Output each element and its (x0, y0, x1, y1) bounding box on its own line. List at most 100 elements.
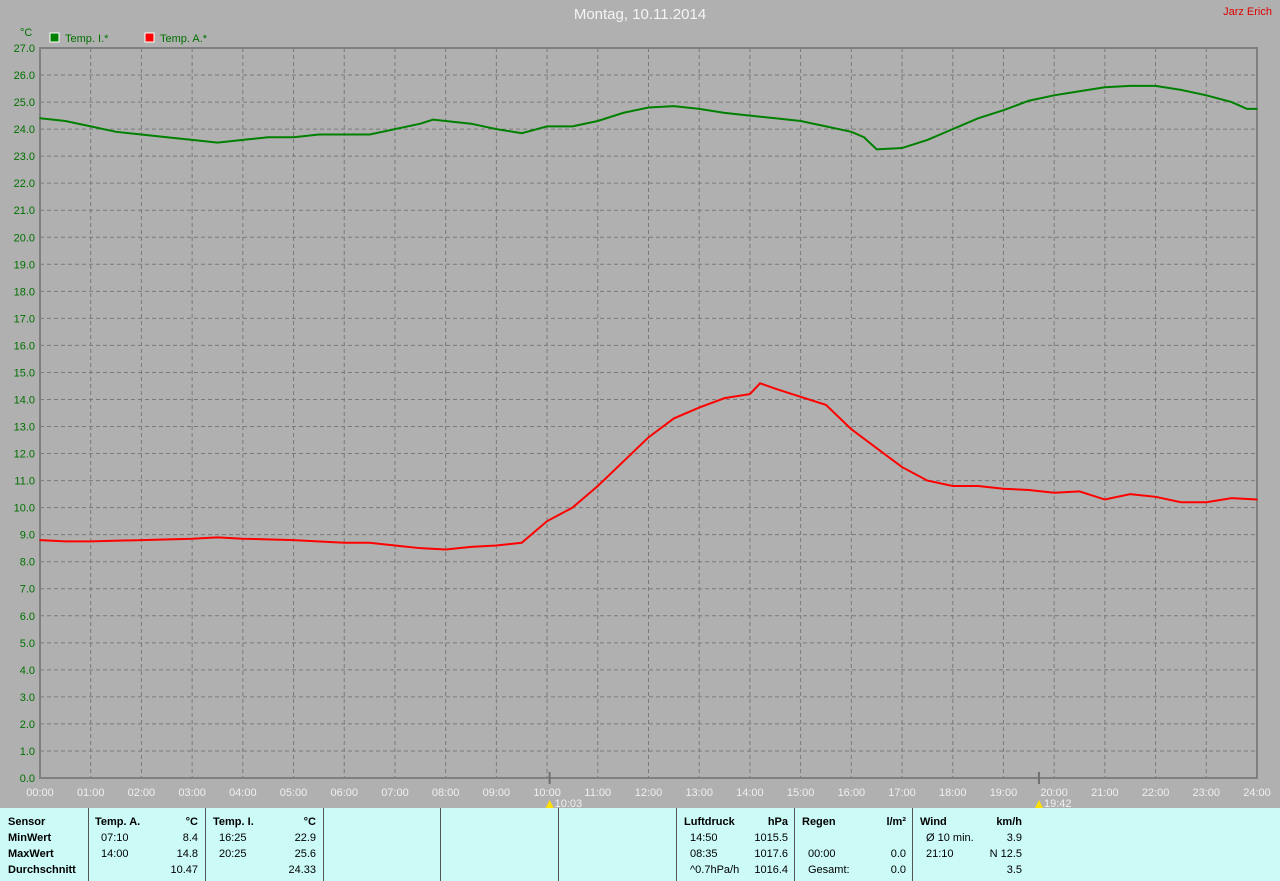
wind-time: Ø 10 min. (926, 832, 974, 844)
data-point (1246, 108, 1248, 110)
wind-header: Wind (920, 816, 947, 828)
tempI-value: 22.9 (294, 832, 316, 844)
data-point (1078, 90, 1081, 93)
x-tick-label: 21:00 (1091, 787, 1119, 799)
x-tick-label: 12:00 (635, 787, 663, 799)
y-tick-label: 5.0 (20, 638, 35, 650)
x-tick-label: 18:00 (939, 787, 967, 799)
data-point (622, 112, 624, 114)
data-point (698, 108, 701, 110)
data-point (242, 139, 244, 141)
x-tick-label: 10:00 (533, 787, 561, 799)
data-point (774, 117, 777, 120)
data-point (1028, 99, 1030, 102)
wind-unit: km/h (996, 816, 1022, 828)
data-point (419, 122, 422, 125)
sun-marker-icon (1034, 800, 1043, 808)
data-point (1078, 490, 1081, 493)
data-point (875, 148, 878, 151)
x-tick-label: 03:00 (178, 787, 206, 799)
data-point (394, 544, 396, 547)
x-tick-label: 19:00 (990, 787, 1018, 799)
panel-column (441, 808, 559, 881)
data-point (875, 447, 878, 449)
series-line-temp-a (39, 382, 1258, 551)
panel-column (677, 808, 795, 881)
data-point (1230, 101, 1233, 103)
data-point (292, 136, 295, 139)
data-point (698, 406, 701, 409)
data-point (292, 539, 295, 541)
data-point (571, 506, 574, 509)
x-tick-label: 15:00 (787, 787, 815, 799)
x-tick-label: 16:00 (838, 787, 866, 799)
data-point (759, 382, 761, 385)
data-point (1129, 85, 1132, 87)
data-point (1129, 493, 1132, 495)
data-point (89, 540, 92, 543)
data-point (1256, 498, 1258, 501)
regen-time: 00:00 (808, 848, 836, 860)
y-tick-label: 1.0 (20, 746, 35, 758)
y-tick-label: 13.0 (14, 422, 35, 434)
data-point (1205, 94, 1208, 97)
tempI-time: 20:25 (219, 848, 247, 860)
data-point (673, 105, 675, 107)
data-point (647, 106, 650, 109)
author-label: Jarz Erich (1223, 6, 1272, 18)
x-tick-label: 11:00 (584, 787, 611, 799)
data-point (1104, 86, 1106, 89)
panel-column (324, 808, 441, 881)
x-tick-label: 20:00 (1040, 787, 1068, 799)
legend-swatch (144, 32, 155, 43)
data-point (1002, 487, 1005, 490)
data-point (1154, 496, 1157, 498)
y-tick-label: 26.0 (14, 70, 35, 82)
tempA-time: 07:10 (101, 832, 129, 844)
data-point (774, 387, 777, 390)
y-tick-label: 3.0 (20, 692, 35, 704)
data-point (1205, 501, 1208, 504)
marker-label: 19:42 (1044, 798, 1072, 808)
panel-column (0, 808, 89, 881)
y-tick-label: 4.0 (20, 665, 35, 677)
data-point (1002, 109, 1005, 111)
luft-header: Luftdruck (684, 816, 735, 828)
y-tick-label: 0.0 (20, 773, 35, 785)
data-point (1180, 501, 1182, 504)
data-point (242, 537, 244, 540)
regen-time: Gesamt: (808, 864, 850, 876)
data-point (799, 120, 802, 122)
data-point (596, 120, 599, 122)
y-tick-label: 16.0 (14, 340, 35, 352)
regen-value: 0.0 (890, 848, 906, 860)
tempA-unit: °C (185, 816, 198, 828)
x-tick-label: 23:00 (1193, 787, 1221, 799)
luft-value: 1015.5 (754, 832, 788, 844)
data-point (1154, 85, 1157, 87)
data-point (850, 428, 853, 431)
data-point (140, 539, 143, 541)
data-point (1053, 491, 1055, 494)
data-point (749, 114, 751, 117)
y-tick-label: 8.0 (20, 557, 35, 569)
data-point (432, 118, 434, 121)
luft-value: 1017.6 (754, 848, 788, 860)
data-point (343, 133, 346, 136)
data-point (723, 112, 726, 114)
data-point (368, 541, 371, 544)
panel-column (795, 808, 913, 881)
y-tick-label: 17.0 (14, 313, 35, 325)
data-point (863, 136, 865, 139)
y-tick-label: 25.0 (14, 97, 35, 109)
tempA-header: Temp. A. (95, 816, 141, 828)
luft-time: ^0.7hPa/h (690, 864, 740, 876)
y-tick-label: 18.0 (14, 286, 35, 298)
tempA-value: 10.47 (170, 864, 198, 876)
y-tick-label: 10.0 (14, 503, 35, 515)
luft-time: 14:50 (690, 832, 718, 844)
wind-value: N 12.5 (989, 848, 1022, 860)
data-point (1180, 89, 1182, 91)
data-point (368, 133, 371, 136)
x-tick-label: 24:00 (1243, 787, 1271, 799)
